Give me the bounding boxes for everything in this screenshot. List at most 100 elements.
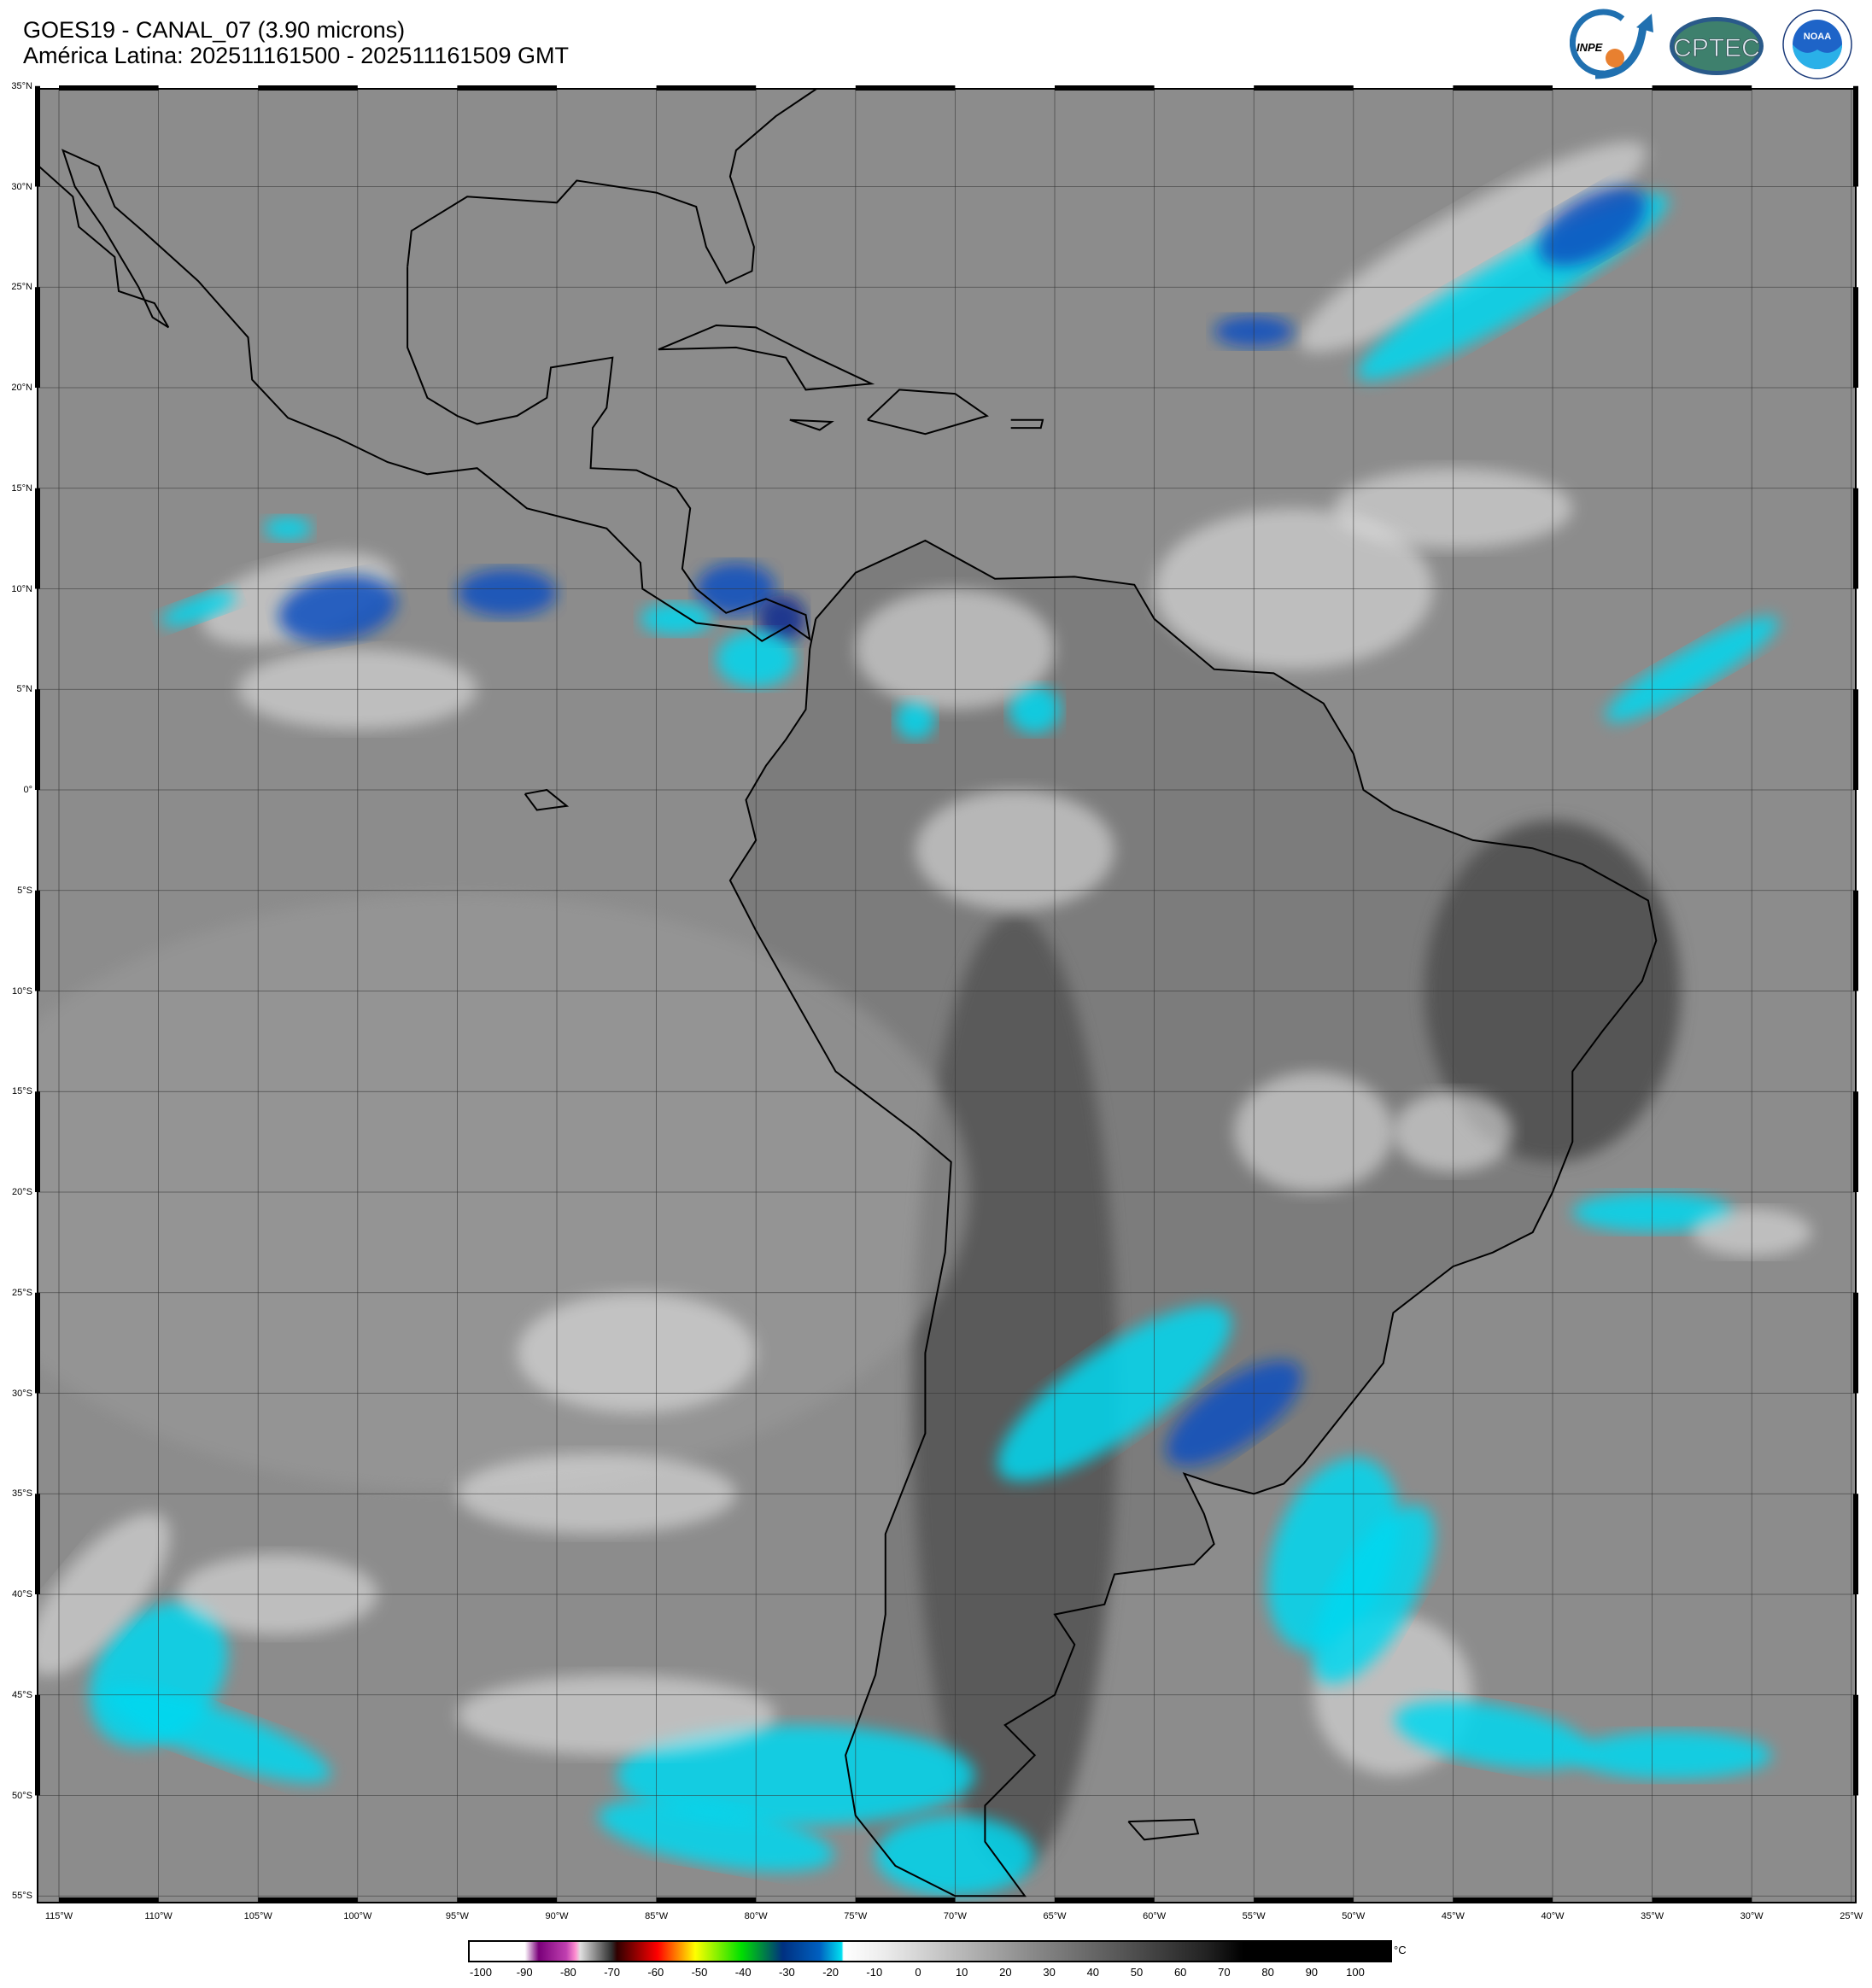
frame-tick-left [35,488,40,589]
longitude-label: 60°W [1143,1911,1167,1921]
longitude-label: 80°W [744,1911,768,1921]
us-coast [407,89,818,284]
cloud-cold [264,516,313,541]
colorbar-tick-label: 20 [999,1966,1012,1979]
falklands-coast [1127,1818,1200,1841]
latitude-label: 10°N [11,583,32,594]
latitude-label: 25°S [12,1287,32,1298]
frame-tick-top [1254,85,1354,91]
longitude-label: 40°W [1541,1911,1565,1921]
frame-tick-bottom [1652,1897,1752,1903]
cloud-cold [598,1799,834,1872]
cloud-warm [1233,1071,1394,1192]
svg-text:INPE: INPE [1577,41,1603,54]
latitude-label: 35°S [12,1488,32,1500]
colorbar-tick-label: -50 [691,1966,708,1979]
latitude-label: 15°N [11,482,32,494]
longitude-label: 105°W [243,1911,272,1921]
frame-tick-left [35,890,40,991]
colorbar-tick-label: -100 [469,1966,493,1979]
frame-tick-right [1853,1292,1858,1394]
cloud-warm [915,790,1114,911]
longitude-label: 110°W [144,1911,173,1921]
frame-tick-bottom [656,1897,757,1903]
frame-tick-bottom [1453,1897,1553,1903]
latitude-label: 20°S [12,1187,32,1197]
frame-tick-right [1853,1494,1858,1594]
cptec-logo: CPTEC [1670,17,1764,75]
longitude-label: 25°W [1840,1911,1863,1921]
frame-tick-left [35,85,40,187]
colorbar-tick-label: -10 [866,1966,883,1979]
colorbar-tick-label: 100 [1346,1966,1365,1979]
frame-tick-top [1055,85,1155,91]
frame-tick-bottom [855,1897,956,1903]
frame-tick-top [457,85,557,91]
frame-tick-top [258,85,358,91]
cloud-cold [1009,685,1061,734]
cloud-cold [640,603,712,635]
cloud-cold [1572,1731,1772,1780]
frame-tick-right [1853,85,1858,187]
frame-tick-bottom [1055,1897,1155,1903]
latitude-label: 50°S [12,1790,32,1801]
colorbar-tick-label: 70 [1218,1966,1231,1979]
hispaniola-coast [867,389,989,436]
latitude-label: 35°N [11,80,32,91]
frame-tick-right [1853,287,1858,388]
latitude-label: 55°S [12,1891,32,1902]
frame-tick-top [855,85,956,91]
cloud-warm [1299,141,1647,353]
svg-text:NOAA: NOAA [1804,32,1831,42]
cloud-warm [517,1292,757,1413]
noaa-logo: NOAA [1782,9,1852,79]
frame-tick-left [35,1694,40,1796]
colorbar-unit: °C [1394,1944,1407,1956]
frame-tick-right [1853,689,1858,790]
puerto-rico-coast [1010,418,1044,430]
cloud-cold [457,569,557,617]
colorbar-tick-label: 30 [1043,1966,1056,1979]
colorbar-tick-label: 0 [915,1966,921,1979]
frame-tick-bottom [258,1897,358,1903]
longitude-label: 85°W [645,1911,669,1921]
jamaica-coast [789,418,834,431]
latitude-label: 10°S [12,985,32,997]
cloud-cold [105,1687,331,1783]
cloud-cold [1395,1700,1591,1770]
cloud-cold [1166,1360,1302,1466]
svg-text:CPTEC: CPTEC [1673,34,1760,62]
longitude-label: 35°W [1641,1911,1664,1921]
latitude-label: 0° [23,785,32,795]
longitude-label: 65°W [1043,1911,1067,1921]
galapagos-coast [524,788,570,811]
frame-tick-bottom [1254,1897,1354,1903]
inpe-logo: INPE [1570,9,1653,79]
image-title: GOES19 - CANAL_07 (3.90 microns) [23,17,406,43]
frame-tick-left [35,1292,40,1394]
colorbar-tick-label: -70 [604,1966,620,1979]
longitude-label: 45°W [1441,1911,1465,1921]
cuba-coast [658,324,875,391]
colorbar-tick-label: 80 [1261,1966,1274,1979]
latitude-label: 40°S [12,1589,32,1599]
latitude-label: 15°S [12,1086,32,1097]
cloud-cold [278,576,397,643]
frame-tick-right [1853,488,1858,589]
cloud-cold [895,699,936,740]
frame-tick-top [59,85,159,91]
frame-tick-top [1652,85,1752,91]
latitude-label: 30°S [12,1388,32,1399]
longitude-label: 115°W [44,1911,73,1921]
cloud-warm [457,1675,776,1756]
frame-tick-left [35,1091,40,1192]
colorbar-tick-label: 10 [955,1966,968,1979]
frame-tick-top [656,85,757,91]
latitude-label: 25°N [11,282,32,293]
colorbar-tick-label: -20 [822,1966,839,1979]
longitude-label: 90°W [545,1911,569,1921]
latitude-label: 5°N [16,684,32,695]
frame-tick-top [1453,85,1553,91]
colorbar [468,1940,1392,1962]
colorbar-tick-label: -90 [516,1966,533,1979]
